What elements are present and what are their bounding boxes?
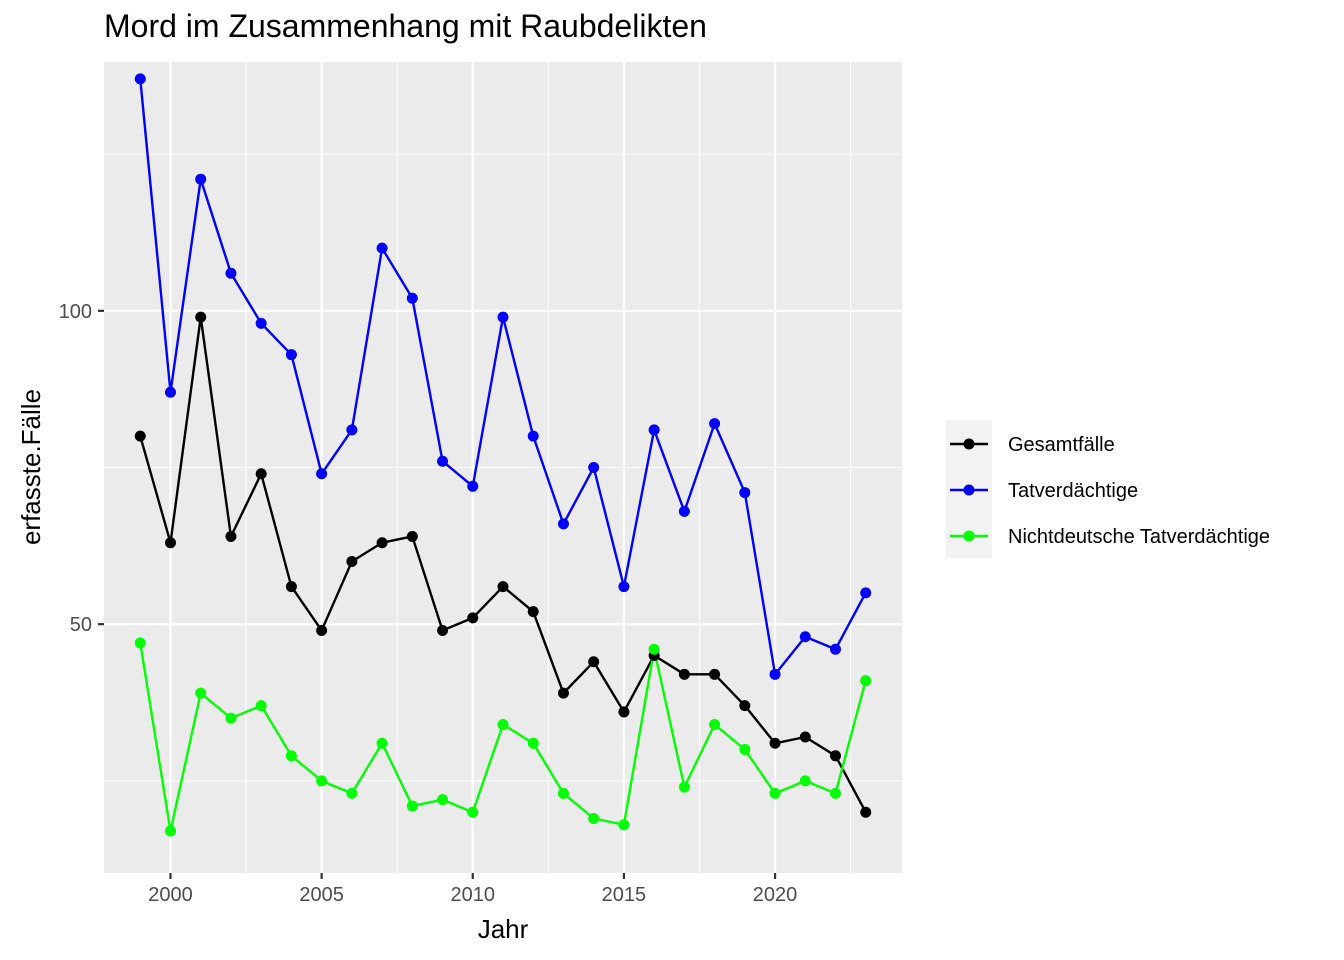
legend-label: Gesamtfälle [1008,434,1115,456]
axis-tick-labels: 2000 2005 2010 2015 2020 50 100 [59,301,798,906]
data-point [739,700,751,712]
data-point [769,737,781,749]
data-point [739,487,751,499]
y-axis-label: erfasste.Fälle [16,389,46,545]
data-point [376,242,388,254]
data-point [769,787,781,799]
data-point [255,700,267,712]
data-point [437,794,449,806]
data-point [316,624,328,636]
data-point [225,267,237,279]
grid-minor [104,62,902,873]
data-point [588,462,600,473]
data-point [648,424,660,436]
x-tick-label: 2005 [299,884,344,906]
data-point [134,430,146,442]
data-point [406,530,418,542]
data-point [678,781,690,793]
x-tick-label: 2010 [451,884,496,906]
data-point [255,468,267,480]
data-point [709,418,721,430]
data-point [648,643,660,655]
data-point [225,712,237,724]
legend-key-point [963,484,975,496]
data-point [346,556,358,568]
data-point [799,631,811,643]
data-point [557,687,569,699]
chart-title: Mord im Zusammenhang mit Raubdelikten [104,8,707,44]
data-point [497,718,509,730]
data-point [588,656,600,668]
data-point [255,317,267,329]
series-points [134,73,872,837]
data-point [860,806,872,818]
data-point [437,455,449,467]
data-point [618,581,630,593]
data-point [406,292,418,304]
data-point [225,530,237,542]
data-point [618,706,630,718]
data-point [376,537,388,549]
data-point [316,775,328,787]
data-point [497,581,509,593]
data-point [799,775,811,787]
data-point [467,480,479,492]
data-point [285,349,297,361]
data-point [830,787,841,799]
data-point [285,581,297,593]
data-point [588,812,600,824]
data-point [527,430,539,442]
x-tick-label: 2015 [602,884,647,906]
y-tick-label: 100 [59,301,92,323]
data-point [195,687,207,699]
data-point [557,518,569,530]
data-point [769,668,781,680]
data-point [527,606,539,618]
data-point [709,668,721,680]
data-point [165,825,176,837]
data-point [678,505,690,517]
data-point [165,537,176,549]
x-axis-label: Jahr [478,914,529,944]
y-tick-label: 50 [70,614,92,636]
data-point [557,787,569,799]
data-point [860,675,872,687]
x-tick-label: 2020 [753,884,798,906]
legend: Gesamtfälle Tatverdächtige Nichtdeutsche T… [946,420,1270,558]
axis-ticks [98,309,777,879]
data-point [285,750,297,762]
data-point [497,311,509,323]
data-point [316,468,328,480]
data-point [618,819,630,831]
data-point [467,806,479,818]
data-point [376,737,388,749]
data-point [678,668,690,680]
data-point [195,311,207,323]
x-tick-label: 2000 [148,884,193,906]
data-point [860,587,872,599]
data-point [527,737,539,749]
data-point [830,643,841,655]
data-point [709,718,721,730]
data-point [195,173,207,185]
legend-label: Tatverdächtige [1008,480,1138,502]
data-point [346,424,358,436]
data-point [165,386,176,398]
legend-key-point [963,530,975,542]
data-point [437,624,449,636]
data-point [830,750,841,762]
data-point [346,787,358,799]
legend-key-point [963,438,975,450]
legend-label: Nichtdeutsche Tatverdächtige [1008,526,1270,548]
data-point [467,612,479,624]
data-point [739,744,751,756]
data-point [799,731,811,743]
data-point [406,800,418,812]
data-point [134,637,146,649]
data-point [134,73,146,85]
